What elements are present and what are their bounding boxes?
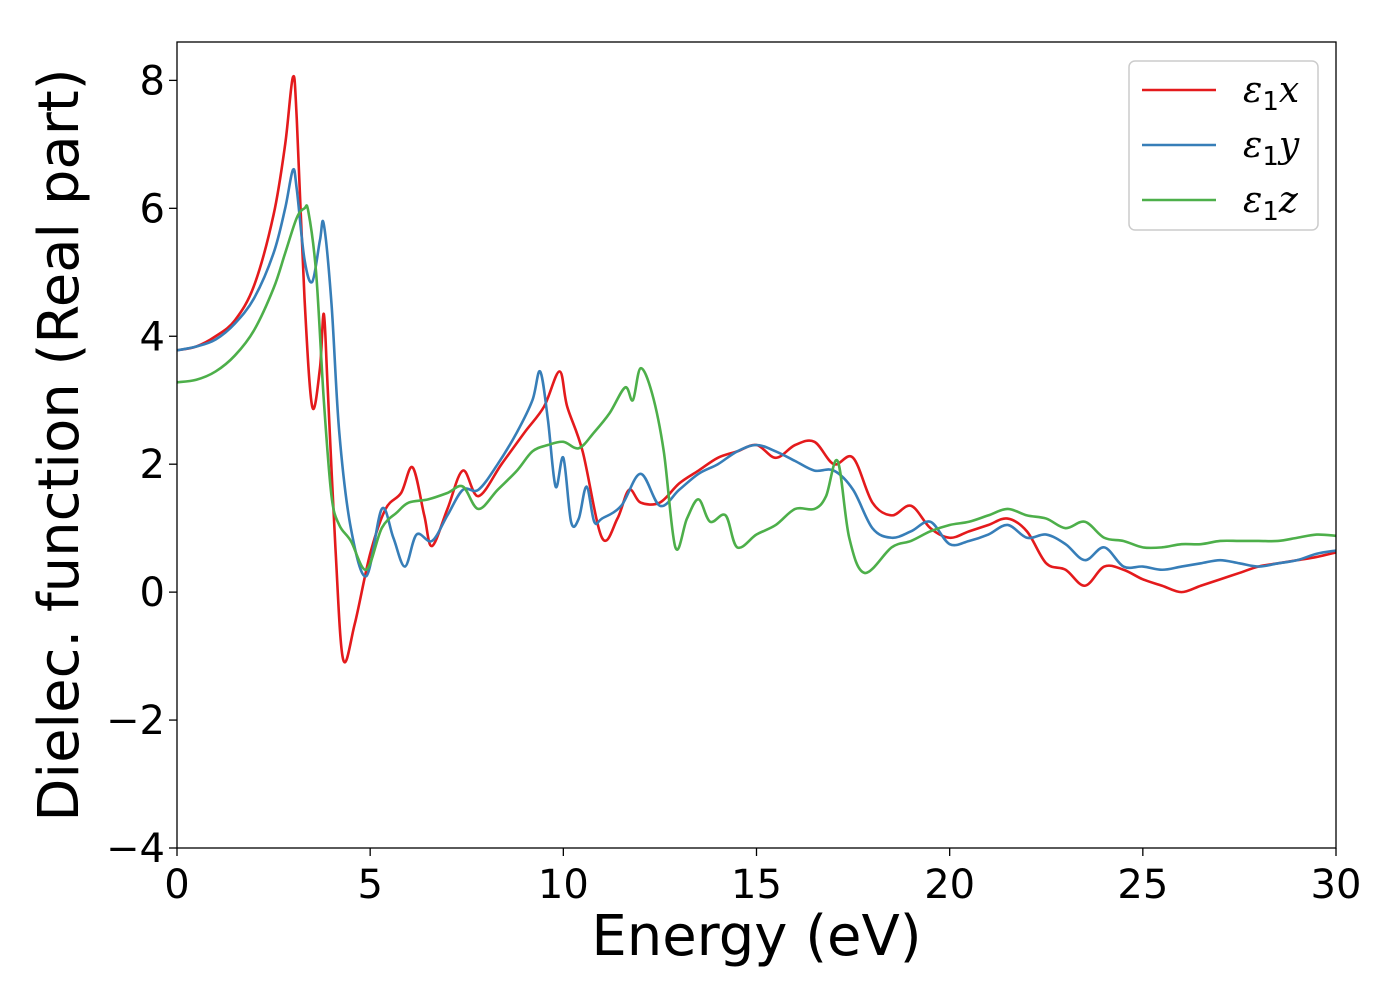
legend: ε1x ε1y ε1z <box>1128 60 1319 231</box>
y-tick-label: −2 <box>106 698 165 744</box>
x-tick-label: 10 <box>538 862 589 908</box>
x-tick-label: 30 <box>1311 862 1362 908</box>
series-layer <box>177 74 1336 664</box>
x-tick-label: 0 <box>164 862 189 908</box>
y-tick-label: 8 <box>140 58 165 104</box>
y-tick-label: −4 <box>106 826 165 872</box>
x-tick-label: 20 <box>924 862 975 908</box>
x-tick-label: 15 <box>731 862 782 908</box>
legend-box <box>1128 60 1319 231</box>
y-tick-label: 6 <box>140 186 165 232</box>
legend-label-x: ε1x <box>1243 70 1299 117</box>
x-tick-label: 25 <box>1117 862 1168 908</box>
y-axis-ticks: −4 −2 0 2 4 6 8 <box>106 58 177 872</box>
x-axis-label: Energy (eV) <box>591 904 921 969</box>
y-tick-label: 4 <box>140 314 165 360</box>
legend-label-y: ε1y <box>1243 125 1300 172</box>
legend-label-z: ε1z <box>1243 180 1299 227</box>
series-line-y <box>177 167 1336 578</box>
y-tick-label: 0 <box>140 570 165 616</box>
y-axis-label: Dielec. function (Real part) <box>27 68 92 821</box>
x-tick-label: 5 <box>357 862 382 908</box>
series-line-z <box>177 204 1336 575</box>
y-tick-label: 2 <box>140 442 165 488</box>
x-axis-ticks: 0 5 10 15 20 25 30 <box>164 848 1361 908</box>
series-line-x <box>177 74 1336 664</box>
